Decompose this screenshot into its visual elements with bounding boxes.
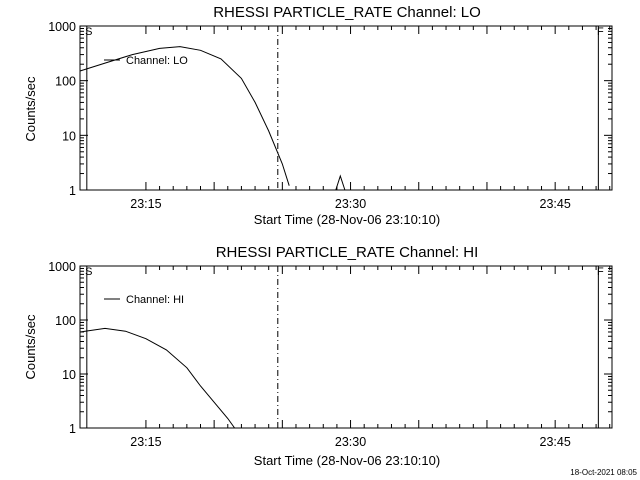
- panel-hi-ylabel: Counts/sec: [23, 314, 38, 380]
- panel-hi-plot-frame: [79, 265, 613, 429]
- panel-hi-y-tick-label: 10: [62, 368, 76, 382]
- panel-lo-ylabel: Counts/sec: [23, 76, 38, 142]
- panel-hi-xlabel: Start Time (28-Nov-06 23:10:10): [254, 453, 440, 468]
- panel-hi-event-marker-label: S: [85, 266, 92, 278]
- panel-lo-xlabel: Start Time (28-Nov-06 23:10:10): [254, 212, 440, 227]
- panel-lo-title: RHESSI PARTICLE_RATE Channel: LO: [213, 4, 481, 21]
- panel-lo-x-tick-label: 23:15: [130, 197, 161, 211]
- panel-hi-y-tick-label: 1000: [48, 260, 76, 274]
- panel-lo-y-tick-label: 1: [69, 184, 76, 198]
- panel-hi-series-line: [79, 327, 236, 429]
- panel-hi-plot: 110100100023:1523:3023:4500:0000:1500:30…: [48, 260, 613, 449]
- panel-hi-x-tick-label: 23:30: [335, 435, 366, 449]
- panel-lo-y-tick-label: 100: [55, 75, 76, 89]
- panel-lo-x-tick-label: 23:45: [540, 197, 571, 211]
- panel-lo-event-marker-label: F: [597, 26, 604, 38]
- panel-hi-legend-label: Channel: HI: [126, 294, 184, 306]
- panel-lo-y-tick-label: 10: [62, 129, 76, 143]
- panel-hi: RHESSI PARTICLE_RATE Channel: HI Start T…: [23, 244, 478, 468]
- generation-timestamp: 18-Oct-2021 08:05: [570, 468, 637, 477]
- panel-lo-plot-frame: [79, 25, 613, 191]
- panel-hi-x-tick-label: 23:15: [130, 435, 161, 449]
- panel-hi-y-tick-label: 1: [69, 422, 76, 436]
- panel-lo-series-line: [335, 174, 346, 191]
- panel-lo-event-marker-label: S: [85, 26, 92, 38]
- panel-lo-y-tick-label: 1000: [48, 20, 76, 34]
- panel-hi-event-marker-label: F: [597, 266, 604, 278]
- panel-hi-title: RHESSI PARTICLE_RATE Channel: HI: [216, 244, 479, 261]
- panel-lo-x-tick-label: 23:30: [335, 197, 366, 211]
- panel-lo: RHESSI PARTICLE_RATE Channel: LO Start T…: [23, 4, 481, 227]
- panel-lo-series-line: [79, 46, 290, 186]
- panel-lo-plot: 110100100023:1523:3023:4500:0000:1500:30…: [48, 20, 613, 211]
- panel-lo-legend-label: Channel: LO: [126, 55, 188, 67]
- panel-hi-y-tick-label: 100: [55, 314, 76, 328]
- panel-hi-x-tick-label: 23:45: [540, 435, 571, 449]
